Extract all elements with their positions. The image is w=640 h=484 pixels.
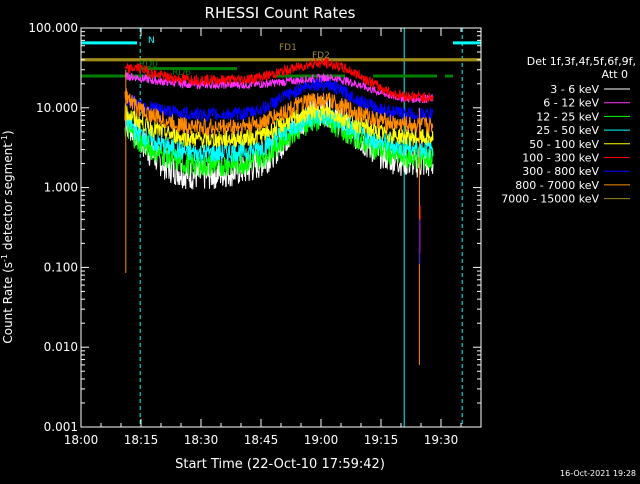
axis-layer: 0.001 0.010 0.100 1.000 10.000 100.000 18:00 18… [28, 21, 482, 447]
x-tick-label-1: 18:15 [124, 433, 159, 447]
y-tick-label-5: 100.000 [28, 21, 78, 35]
legend-label-8: 7000 - 15000 keV [501, 193, 599, 206]
flag-label-n: N [148, 36, 155, 46]
series-layer [124, 56, 434, 365]
x-axis-label: Start Time (22-Oct-10 17:59:42) [175, 457, 385, 472]
flag-label-fd2: FD2 [312, 51, 330, 61]
flag-label-rd0: RD0 [139, 60, 158, 70]
footer-timestamp: 16-Oct-2021 19:28 [560, 469, 636, 478]
series-line-4 [124, 102, 434, 149]
series-line-7 [124, 88, 434, 136]
legend-label-3: 25 - 50 keV [536, 124, 599, 137]
legend-label-4: 50 - 100 keV [529, 138, 599, 151]
y-axis-label: Count Rate (s-1 detector segment-1) [0, 130, 15, 343]
legend-header-detectors: Det 1f,3f,4f,5f,6f,9f, [527, 55, 636, 68]
x-tick-label-5: 19:15 [364, 433, 399, 447]
series-line-6 [124, 77, 434, 123]
plot-frame [80, 27, 482, 428]
y-tick-label-4: 10.000 [36, 101, 78, 115]
flag-label-fd1: FD1 [279, 43, 297, 53]
x-tick-label-0: 18:00 [64, 433, 99, 447]
legend-label-6: 300 - 800 keV [522, 165, 599, 178]
legend-label-7: 800 - 7000 keV [515, 179, 599, 192]
legend: Det 1f,3f,4f,5f,6f,9f, Att 0 3 - 6 keV6 … [501, 55, 636, 206]
y-tick-label-2: 0.100 [44, 260, 78, 274]
legend-label-2: 12 - 25 keV [536, 110, 599, 123]
y-tick-label-1: 0.010 [44, 340, 78, 354]
flag-label-rd6: RD6 [172, 68, 191, 78]
x-tick-label-4: 19:00 [304, 433, 339, 447]
series-line-5 [124, 56, 434, 103]
legend-label-1: 6 - 12 keV [543, 97, 599, 110]
x-tick-label-3: 18:45 [244, 433, 279, 447]
annotation-layer: N FD1 FD2 RD0 RD6 [80, 28, 481, 427]
legend-label-5: 100 - 300 keV [522, 152, 599, 165]
series-line-3 [124, 108, 434, 164]
x-tick-label-6: 19:30 [424, 433, 459, 447]
legend-label-0: 3 - 6 keV [550, 83, 599, 96]
legend-header-attenuator: Att 0 [602, 68, 628, 81]
y-tick-label-3: 1.000 [44, 181, 78, 195]
chart-title: RHESSI Count Rates [205, 4, 356, 22]
y-tick-label-0: 0.001 [44, 420, 78, 434]
x-tick-label-2: 18:30 [184, 433, 219, 447]
